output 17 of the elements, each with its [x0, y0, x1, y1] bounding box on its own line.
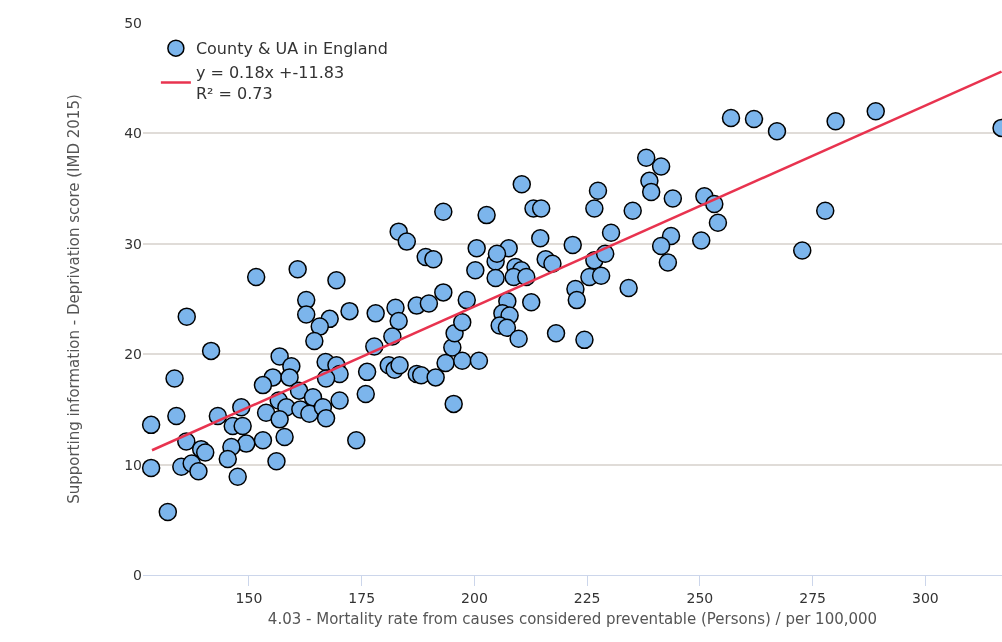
x-tick-label: 175: [348, 589, 376, 606]
y-tick-label: 0: [133, 566, 142, 583]
y-tick-label: 20: [124, 346, 142, 363]
y-axis-title: Supporting information - Deprivation score (IMD 2015): [65, 94, 84, 504]
x-tick-label: 250: [686, 589, 714, 606]
y-tick-label: 50: [124, 14, 142, 31]
x-tick-label: 300: [911, 589, 939, 606]
y-tick-label: 40: [124, 125, 142, 142]
x-axis-title: 4.03 - Mortality rate from causes considered preventable (Persons) / per 100,000: [267, 609, 878, 628]
y-tick-label: 30: [124, 235, 142, 252]
y-tick-label: 10: [124, 456, 142, 473]
legend-label: County & UA in England: [195, 39, 388, 59]
x-tick-label: 200: [461, 589, 488, 606]
legend-label: y = 0.18x +-11.83 R² = 0.73: [195, 63, 345, 104]
x-tick-label: 150: [235, 589, 263, 606]
x-tick-label: 275: [799, 589, 826, 606]
x-tick-label: 225: [573, 589, 601, 606]
